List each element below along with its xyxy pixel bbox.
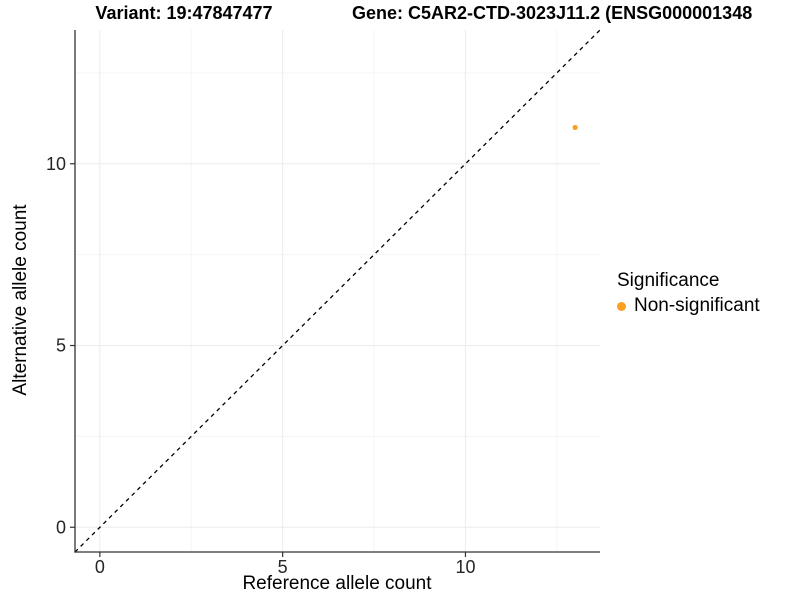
plot-title-gene: Gene: C5AR2-CTD-3023J11.2 (ENSG000001348	[352, 3, 753, 23]
x-axis-title: Reference allele count	[242, 573, 432, 594]
legend-item-label: Non-significant	[634, 295, 760, 316]
legend: Significance Non-significant	[617, 270, 760, 317]
legend-item: Non-significant	[617, 295, 760, 317]
legend-key-dot-icon	[617, 301, 626, 311]
y-axis-title: Alternative allele count	[10, 204, 31, 396]
identity-line	[74, 29, 601, 553]
y-tick-label: 10	[46, 154, 66, 174]
plot-title-variant: Variant: 19:47847477	[95, 3, 273, 23]
legend-title: Significance	[617, 270, 720, 291]
y-tick-label: 0	[56, 517, 66, 537]
x-tick-label: 0	[95, 557, 105, 577]
x-tick-label: 10	[455, 557, 475, 577]
y-tick-label: 5	[56, 336, 66, 356]
legend-items: Non-significant	[617, 295, 760, 317]
x-tick-label: 5	[278, 557, 288, 577]
data-point	[572, 124, 578, 131]
